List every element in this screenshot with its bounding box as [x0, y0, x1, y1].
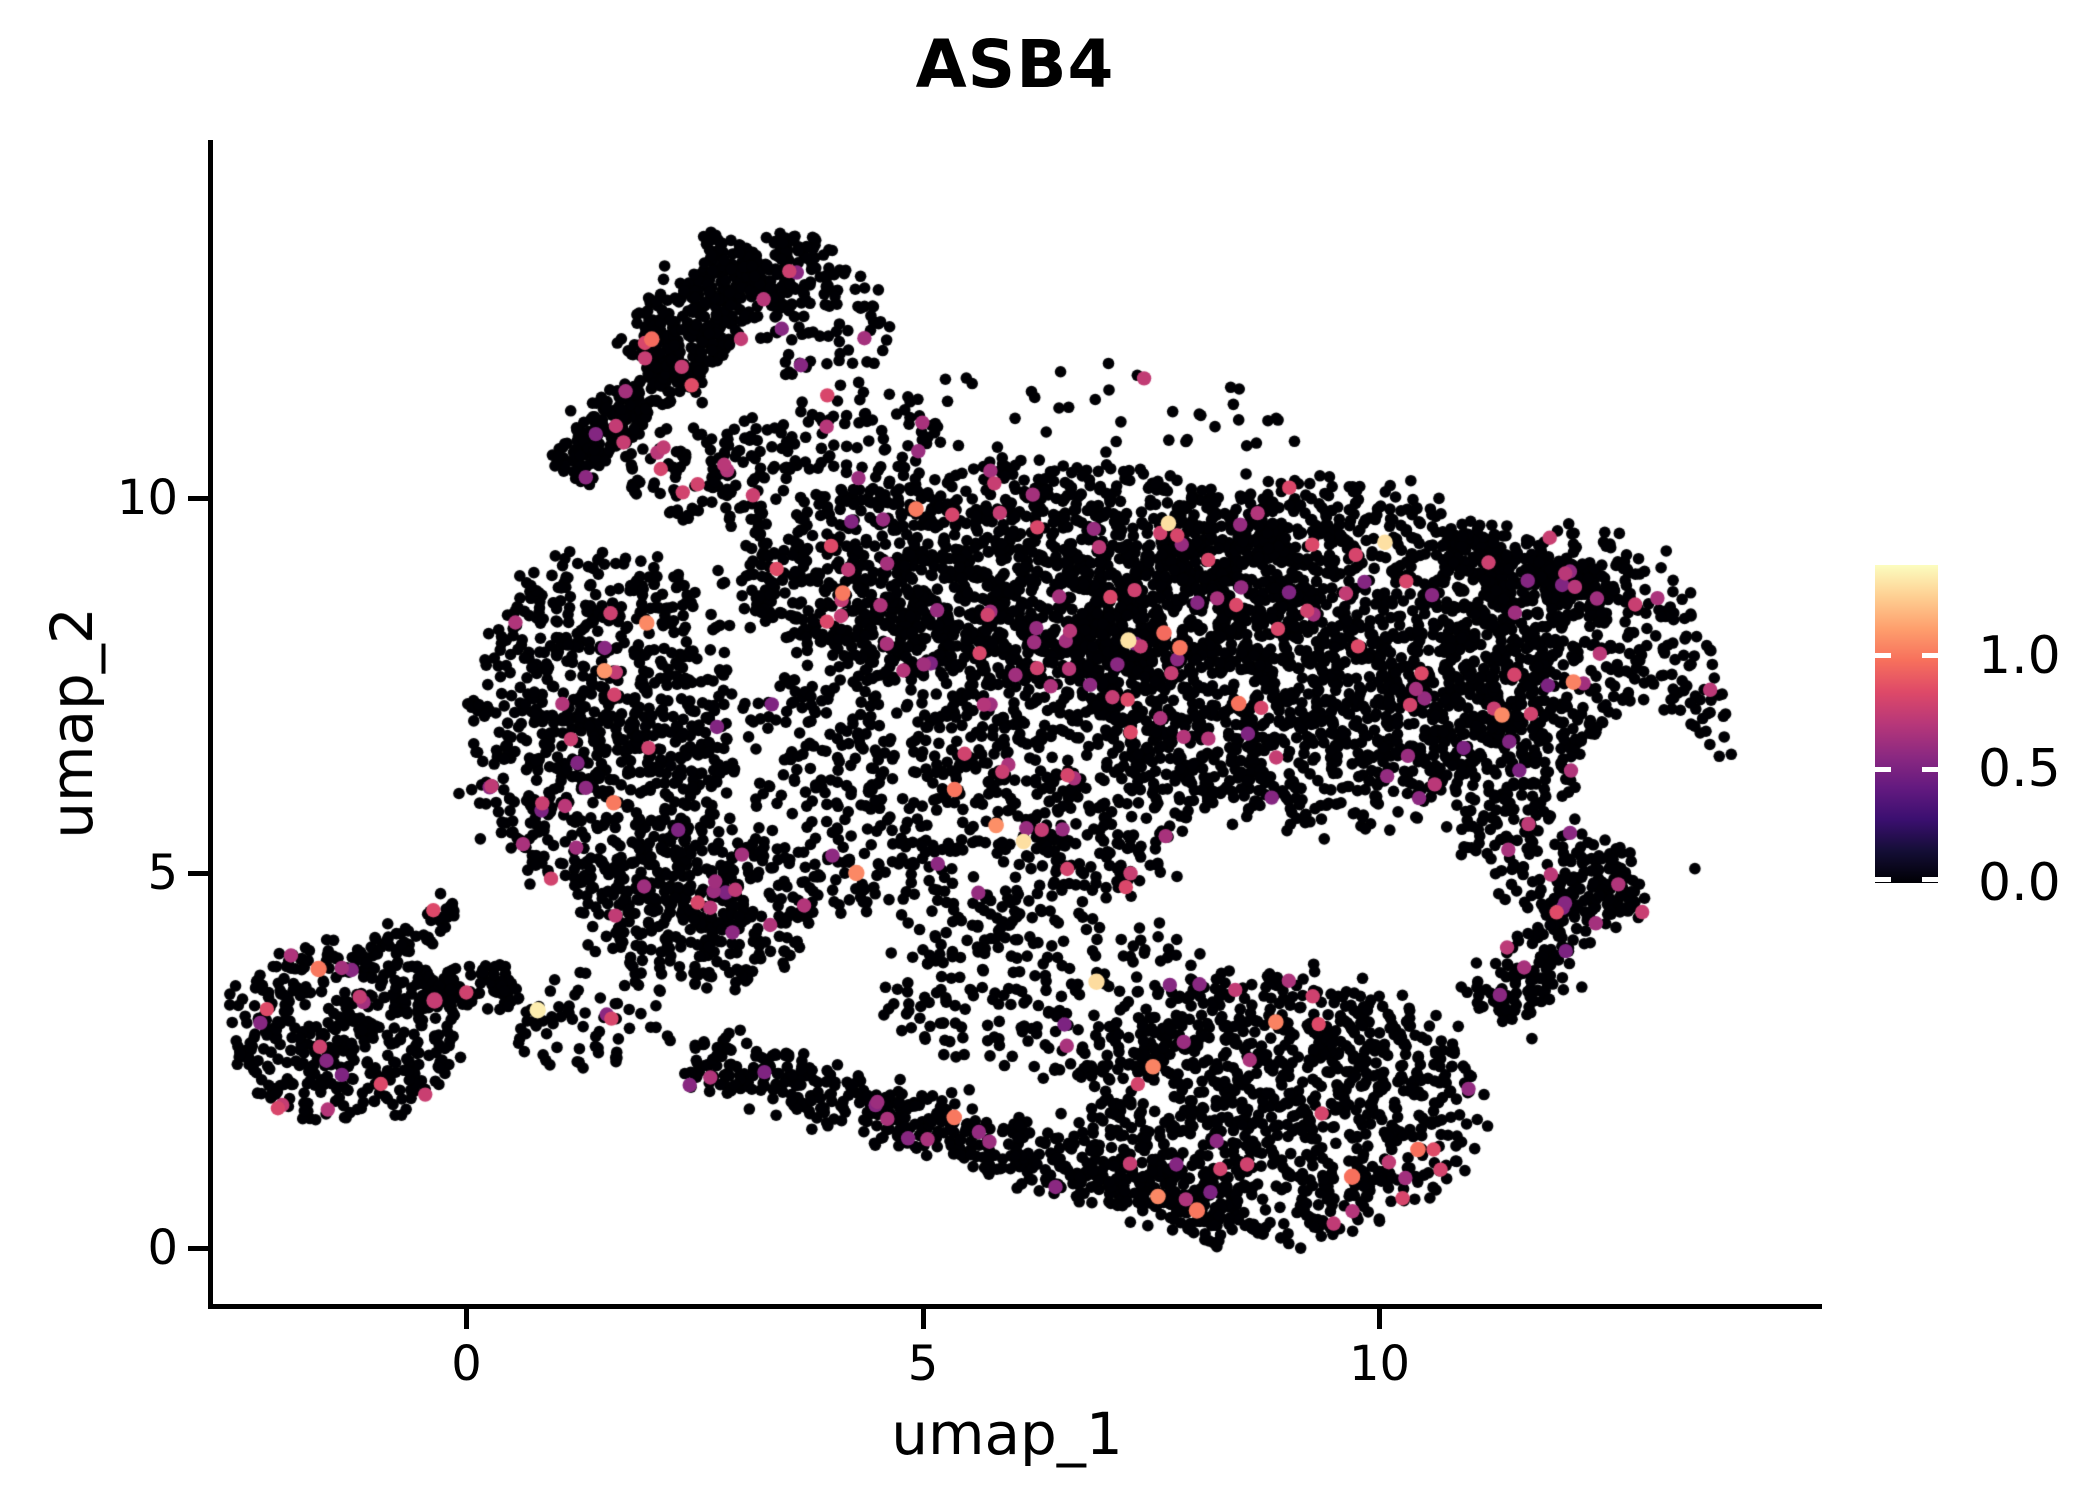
x-tick-mark-5: [920, 1309, 926, 1329]
legend-tick-dash-left-1.0: [1875, 653, 1891, 659]
legend-tick-dash-right-0.5: [1922, 766, 1938, 772]
y-tick-mark-5: [188, 870, 208, 876]
legend-tick-dash-right-0.0: [1922, 876, 1938, 882]
y-axis-line: [208, 140, 213, 1309]
x-axis-line: [208, 1304, 1822, 1309]
y-tick-label-10: 10: [116, 470, 178, 526]
legend-tick-dash-left-0.5: [1875, 766, 1891, 772]
x-tick-label-0: 0: [451, 1336, 482, 1392]
legend-tick-label-1.0: 1.0: [1978, 625, 2061, 686]
y-tick-label-5: 5: [147, 845, 178, 901]
x-tick-mark-10: [1377, 1309, 1382, 1329]
plot-title: ASB4: [915, 26, 1115, 103]
y-tick-mark-0: [188, 1245, 208, 1251]
legend-tick-label-0.5: 0.5: [1978, 739, 2061, 800]
x-tick-mark-0: [464, 1309, 469, 1329]
legend-tick-dash-left-0.0: [1875, 876, 1891, 882]
legend-tick-label-0.0: 0.0: [1978, 853, 2061, 913]
legend-colorbar: [1875, 565, 1938, 883]
x-tick-label-10: 10: [1348, 1336, 1411, 1392]
legend-tick-dash-right-1.0: [1922, 653, 1938, 659]
x-axis-label: umap_1: [891, 1400, 1123, 1468]
x-tick-label-5: 5: [907, 1336, 939, 1392]
y-axis-label: umap_2: [38, 607, 106, 839]
y-tick-mark-10: [188, 495, 208, 501]
y-tick-label-0: 0: [147, 1220, 178, 1276]
